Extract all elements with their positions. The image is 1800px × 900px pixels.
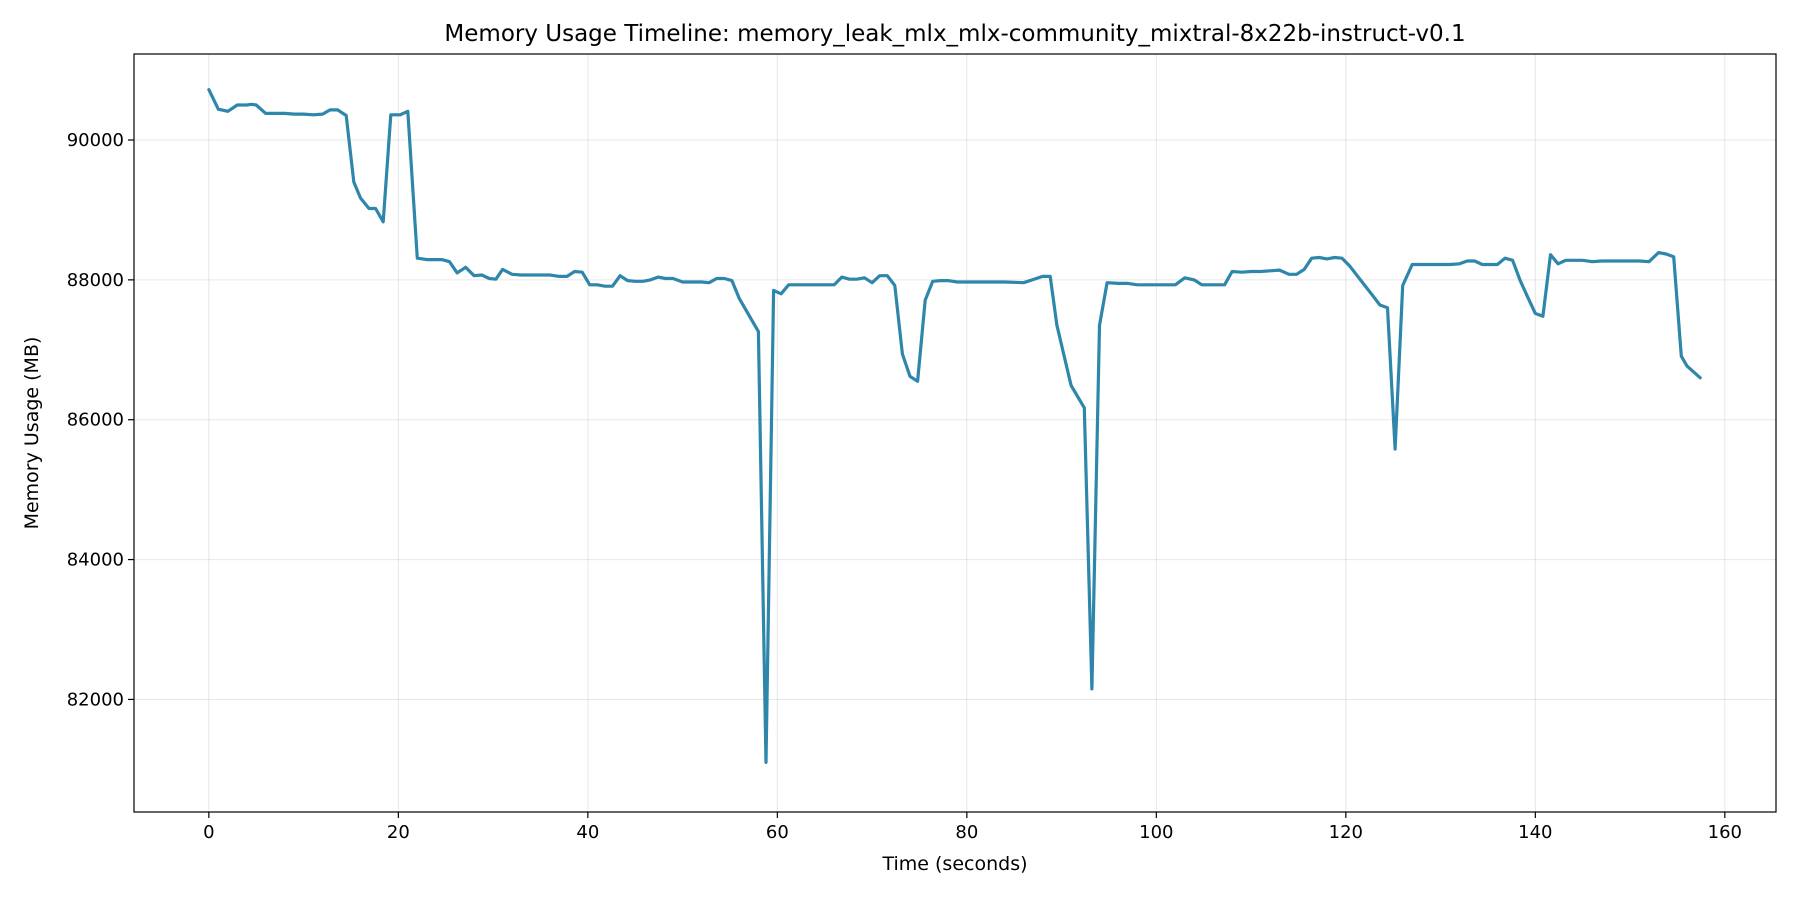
y-tick-label: 84000 [67,550,124,571]
grid-lines [134,54,1776,812]
memory-usage-series-line [207,88,1702,765]
chart-title: Memory Usage Timeline: memory_leak_mlx_m… [444,21,1465,47]
x-tick-label: 120 [1329,822,1363,843]
y-tick-label: 82000 [67,689,124,710]
x-tick-label: 100 [1139,822,1173,843]
x-tick-label: 140 [1518,822,1552,843]
y-tick-label: 86000 [67,410,124,431]
x-tick-label: 160 [1708,822,1742,843]
plot-area [207,88,1702,765]
axis-ticks: 0 20 40 60 80 100 120 140 160 82000 84000 86000 8800… [67,130,1742,843]
x-tick-label: 40 [576,822,599,843]
x-tick-label: 80 [955,822,978,843]
x-tick-label: 60 [766,822,789,843]
y-axis-label: Memory Usage (MB) [21,337,43,530]
x-axis-label: Time (seconds) [881,853,1027,875]
y-tick-label: 90000 [67,130,124,151]
y-tick-label: 88000 [67,270,124,291]
x-tick-label: 0 [203,822,214,843]
plot-frame [133,53,1777,813]
x-tick-label: 20 [387,822,410,843]
